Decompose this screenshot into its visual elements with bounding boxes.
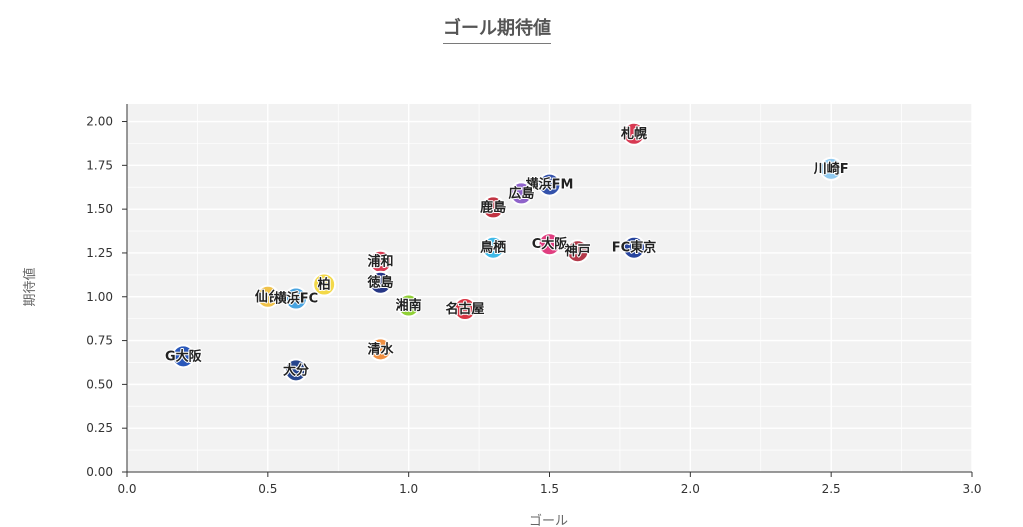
data-point [622, 235, 646, 260]
data-point [537, 172, 562, 197]
data-point-label: G大阪 [165, 348, 203, 364]
chart-title: ゴール期待値 [0, 14, 994, 44]
data-point [537, 232, 562, 257]
data-point [481, 195, 506, 220]
data-point-label: 清水 [367, 341, 394, 357]
data-point-label: 徳島 [366, 275, 393, 291]
data-point-label: 大分 [283, 362, 309, 378]
data-point [819, 156, 844, 181]
data-point [509, 181, 534, 206]
data-point [481, 235, 506, 260]
data-point [396, 293, 421, 318]
data-point [368, 270, 393, 295]
data-point [368, 337, 393, 362]
data-point-label: 川崎F [813, 161, 849, 177]
data-point-label: FC東京 [612, 240, 656, 256]
x-axis-title: ゴール [529, 513, 568, 527]
x-tick-label: 0.0 [117, 482, 136, 496]
data-point-label: 横浜FM [526, 177, 574, 193]
y-tick-label: 0.25 [86, 421, 113, 435]
x-tick-label: 2.0 [681, 482, 700, 496]
x-tick-label: 0.5 [258, 482, 277, 496]
data-point [453, 297, 477, 322]
data-point-label: C大阪 [532, 236, 569, 252]
data-point [284, 358, 308, 383]
data-point-label: 鳥栖 [480, 240, 506, 256]
x-tick-label: 3.0 [962, 482, 981, 496]
data-point-label: 柏 [318, 276, 331, 292]
y-tick-label: 1.00 [86, 290, 113, 304]
data-point-label: 横浜FC [274, 291, 318, 307]
y-tick-label: 1.75 [86, 158, 113, 172]
data-point-label: 鹿島 [480, 199, 506, 215]
data-point-label: 広島 [508, 185, 534, 201]
data-point-label: 湘南 [396, 298, 422, 314]
data-point-label: 札幌 [620, 126, 647, 142]
y-tick-label: 0.75 [86, 334, 113, 348]
data-point [565, 239, 590, 264]
data-point-label: 浦和 [367, 254, 393, 270]
y-tick-label: 1.50 [86, 202, 113, 216]
y-tick-label: 1.25 [86, 246, 113, 260]
data-point [255, 284, 280, 309]
chart-title-text: ゴール期待値 [443, 14, 551, 44]
x-tick-label: 1.0 [399, 482, 418, 496]
data-point-label: 名古屋 [445, 301, 484, 317]
y-tick-label: 0.00 [86, 465, 113, 479]
data-point-label: 仙台 [255, 289, 281, 305]
x-tick-label: 2.5 [822, 482, 841, 496]
y-tick-label: 0.50 [86, 377, 113, 391]
y-tick-label: 2.00 [86, 115, 113, 129]
data-point [284, 286, 308, 311]
y-axis-title: 期待値 [22, 267, 38, 306]
data-point-label: 神戸 [565, 243, 591, 259]
data-point [171, 344, 196, 369]
data-point [622, 121, 646, 146]
x-tick-label: 1.5 [540, 482, 559, 496]
data-point [312, 272, 337, 297]
